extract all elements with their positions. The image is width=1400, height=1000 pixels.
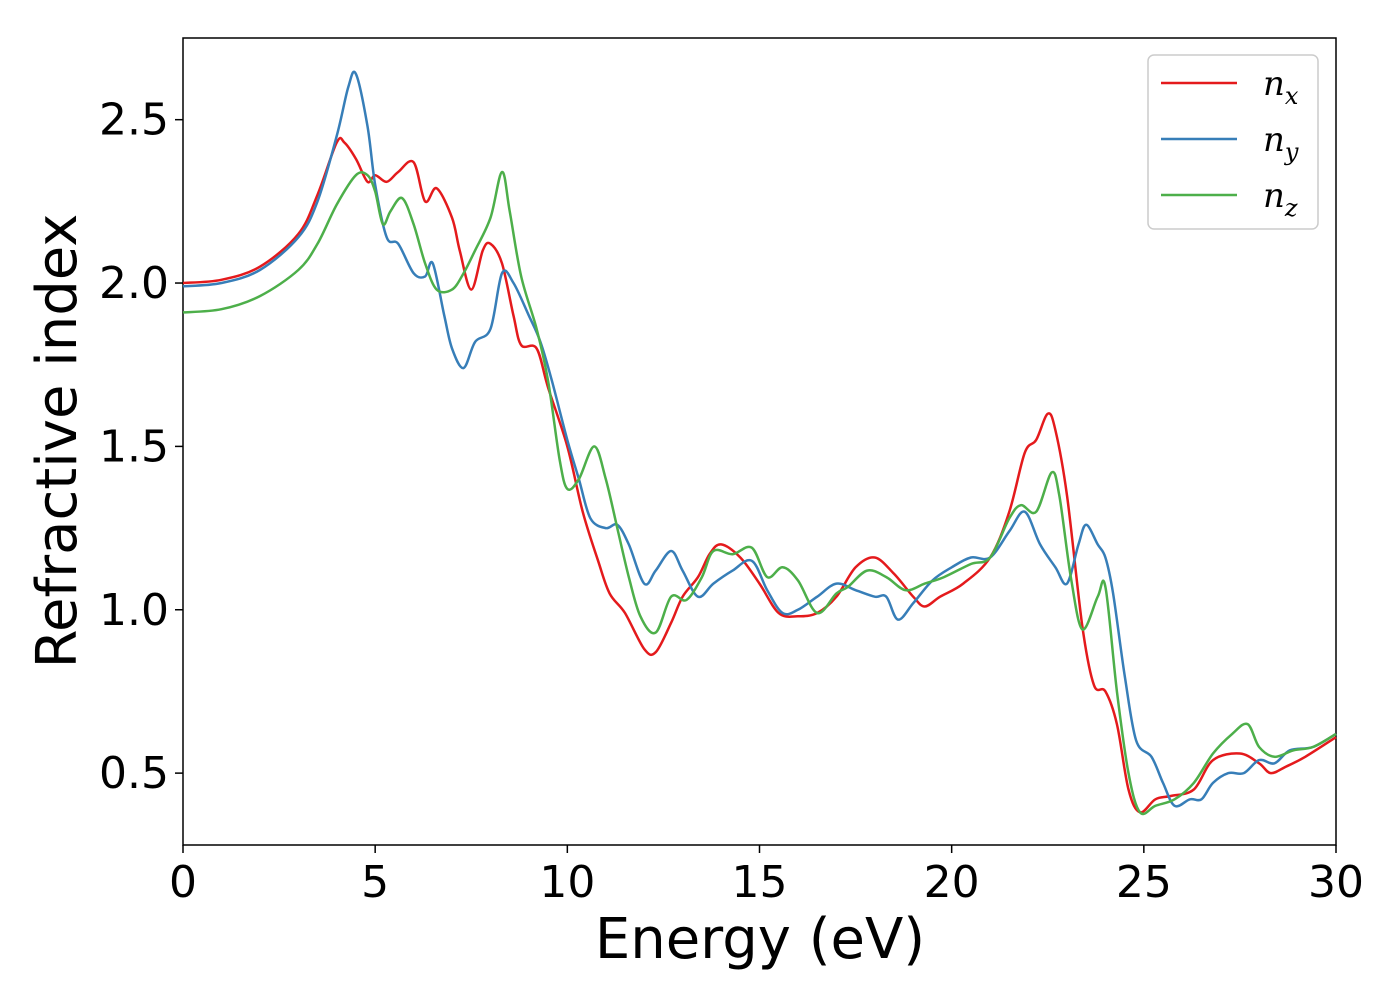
x-axis-label: Energy (eV) <box>595 907 925 972</box>
legend-label-subscript: x <box>1285 82 1299 110</box>
y-tick-label: 1.5 <box>99 421 169 472</box>
x-tick-label: 15 <box>732 857 788 908</box>
series-line-ny <box>182 70 1337 808</box>
x-tick-label: 10 <box>539 857 595 908</box>
legend-frame <box>1147 54 1319 230</box>
legend-label-subscript: z <box>1284 194 1298 222</box>
legend-label-main: n <box>1263 176 1285 216</box>
legend-label-main: n <box>1263 64 1285 104</box>
y-axis-label: Refractive index <box>25 214 90 669</box>
legend-label-nz: nz <box>1263 176 1298 222</box>
x-tick-label: 30 <box>1308 857 1364 908</box>
x-tick-label: 20 <box>924 857 980 908</box>
legend-label-subscript: y <box>1284 138 1299 166</box>
x-tick-label: 0 <box>169 857 197 908</box>
x-tick-label: 5 <box>361 857 389 908</box>
x-axis-ticks: 0 5 10 15 20 25 30 <box>169 845 1364 908</box>
series-line-nx <box>182 136 1337 814</box>
series-line-nz <box>182 170 1337 816</box>
y-tick-label: 2.5 <box>99 95 169 146</box>
y-tick-label: 1.0 <box>99 585 169 636</box>
legend-label-main: n <box>1263 120 1285 160</box>
legend-label-ny: ny <box>1263 120 1299 166</box>
series-lines <box>182 70 1337 816</box>
legend-label-nx: nx <box>1263 64 1299 110</box>
y-tick-label: 0.5 <box>99 748 169 799</box>
x-tick-label: 25 <box>1116 857 1172 908</box>
y-tick-label: 2.0 <box>99 258 169 309</box>
y-axis-ticks: 0.5 1.0 1.5 2.0 2.5 <box>99 95 183 799</box>
